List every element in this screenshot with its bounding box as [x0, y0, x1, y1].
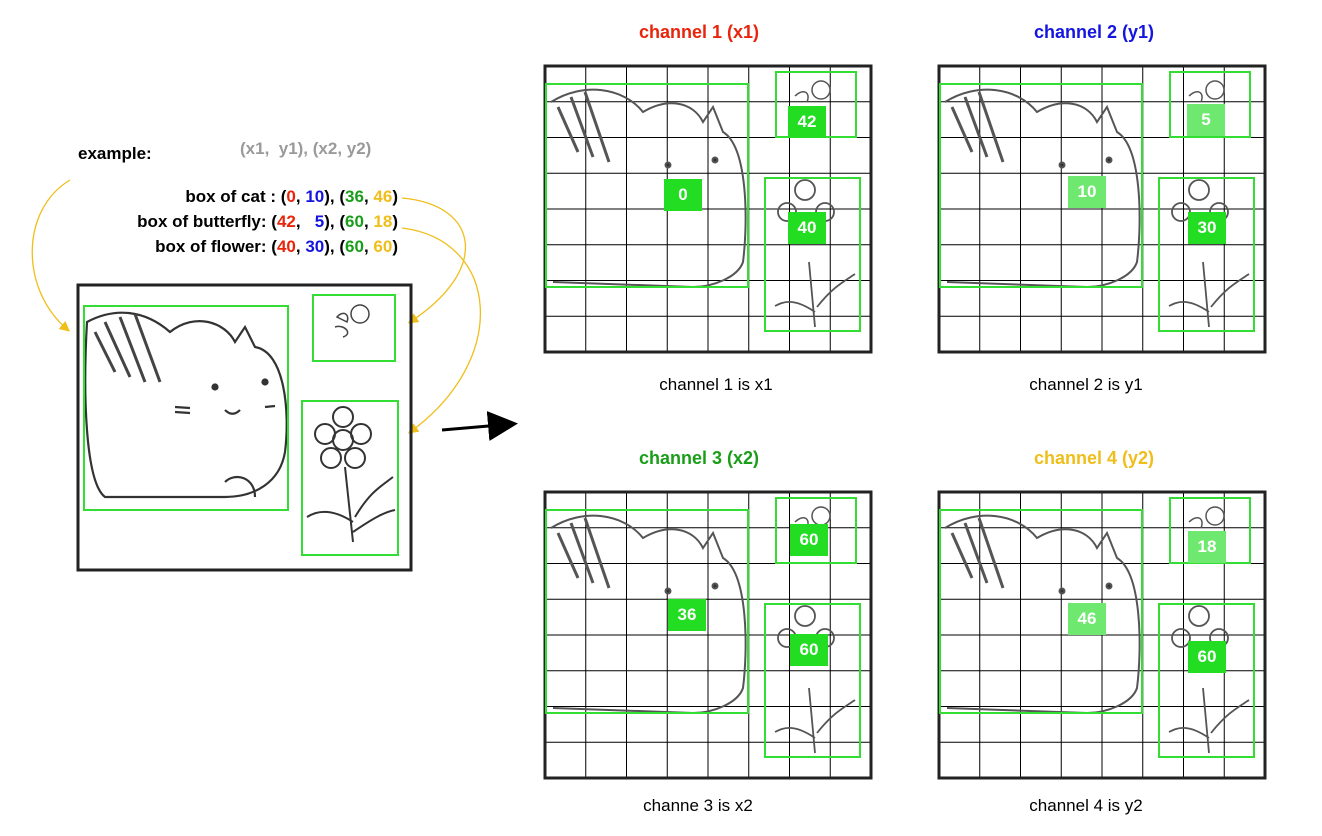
- box-cat-row: box of cat : (0, 10), (36, 46): [185, 187, 398, 206]
- channel-4-title: channel 4 (y2): [1033, 448, 1155, 468]
- flower-box: [301, 400, 399, 556]
- flower-sketch: [306, 406, 396, 543]
- cat-sketch: [550, 88, 747, 289]
- channel-1-caption: channel 1 is x1: [659, 375, 773, 394]
- arrow-cat: [31, 179, 71, 332]
- channel-1-butterfly-value: 42: [788, 106, 826, 138]
- arrow-butterfly: [401, 197, 466, 324]
- butterfly-sketch: [794, 80, 831, 103]
- channel-2-title: channel 2 (y1): [1033, 22, 1155, 42]
- channel-3-flower-value: 60: [790, 634, 828, 666]
- channel-3-cat-value: 36: [668, 599, 706, 631]
- cat-sketch: [550, 514, 747, 715]
- box-cat-label: box of cat :: [185, 187, 277, 206]
- cat-sketch: [944, 514, 1141, 715]
- flower-sketch: [1168, 605, 1250, 754]
- flower-x1: 40: [276, 237, 296, 256]
- channel-3-grid: [543, 490, 873, 780]
- butterfly-sketch: [1188, 80, 1225, 103]
- butterfly-box: [775, 497, 857, 564]
- cat-x1: 0: [286, 187, 296, 206]
- butterfly-x1: 42: [276, 212, 296, 231]
- flower-sketch: [774, 605, 856, 754]
- example-label: example:: [78, 144, 152, 163]
- channel-2-caption: channel 2 is y1: [1029, 375, 1143, 394]
- channel-3-butterfly-value: 60: [790, 524, 828, 556]
- butterfly-sketch: [334, 304, 370, 338]
- cat-y1: 10: [305, 187, 325, 206]
- cat-box: [939, 509, 1143, 714]
- butterfly-y1: 5: [314, 212, 325, 231]
- main-arrow: [441, 411, 518, 441]
- channel-1-title: channel 1 (x1): [638, 22, 760, 42]
- flower-x2: 60: [345, 237, 364, 256]
- butterfly-x2: 60: [345, 212, 364, 231]
- channel-1-cat-value: 0: [664, 179, 702, 211]
- butterfly-box: [1169, 497, 1251, 564]
- channel-4-cat-value: 46: [1068, 603, 1106, 635]
- cat-y2: 46: [373, 187, 393, 206]
- channel-2-flower-value: 30: [1188, 212, 1226, 244]
- channel-4-grid: [937, 490, 1267, 780]
- box-flower-row: box of flower: (40, 30), (60, 60): [155, 237, 398, 256]
- channel-4-caption: channel 4 is y2: [1029, 796, 1143, 815]
- channel-3-caption: channe 3 is x2: [643, 796, 753, 815]
- butterfly-y2: 18: [373, 212, 393, 231]
- flower-box: [764, 603, 861, 758]
- channel-1-flower-value: 40: [788, 212, 826, 244]
- box-butterfly-row: box of butterfly: (42, 5), (60, 18): [137, 212, 398, 231]
- cat-box: [939, 83, 1143, 288]
- flower-y2: 60: [373, 237, 393, 256]
- butterfly-box: [1169, 71, 1251, 138]
- channel-4-butterfly-value: 18: [1188, 531, 1226, 563]
- butterfly-box: [312, 294, 396, 362]
- flower-box: [1158, 177, 1255, 332]
- flower-sketch: [1168, 179, 1250, 328]
- cat-sketch: [84, 311, 288, 499]
- cat-sketch: [944, 88, 1141, 289]
- channel-4-flower-value: 60: [1188, 641, 1226, 673]
- cat-box: [83, 305, 289, 511]
- flower-y1: 30: [305, 237, 325, 256]
- box-flower-label: box of flower:: [155, 237, 267, 256]
- cat-x2: 36: [345, 187, 364, 206]
- butterfly-sketch: [1188, 506, 1225, 529]
- flower-sketch: [774, 179, 856, 328]
- box-butterfly-label: box of butterfly:: [137, 212, 267, 231]
- cat-box: [545, 83, 749, 288]
- flower-box: [1158, 603, 1255, 758]
- channel-3-title: channel 3 (x2): [638, 448, 760, 468]
- arrow-flower: [401, 227, 482, 434]
- flower-box: [764, 177, 861, 332]
- cat-box: [545, 509, 749, 714]
- input-image: [76, 283, 413, 572]
- channel-2-cat-value: 10: [1068, 176, 1106, 208]
- channel-2-butterfly-value: 5: [1187, 104, 1225, 136]
- coordinate-header: (x1, y1), (x2, y2): [240, 139, 372, 158]
